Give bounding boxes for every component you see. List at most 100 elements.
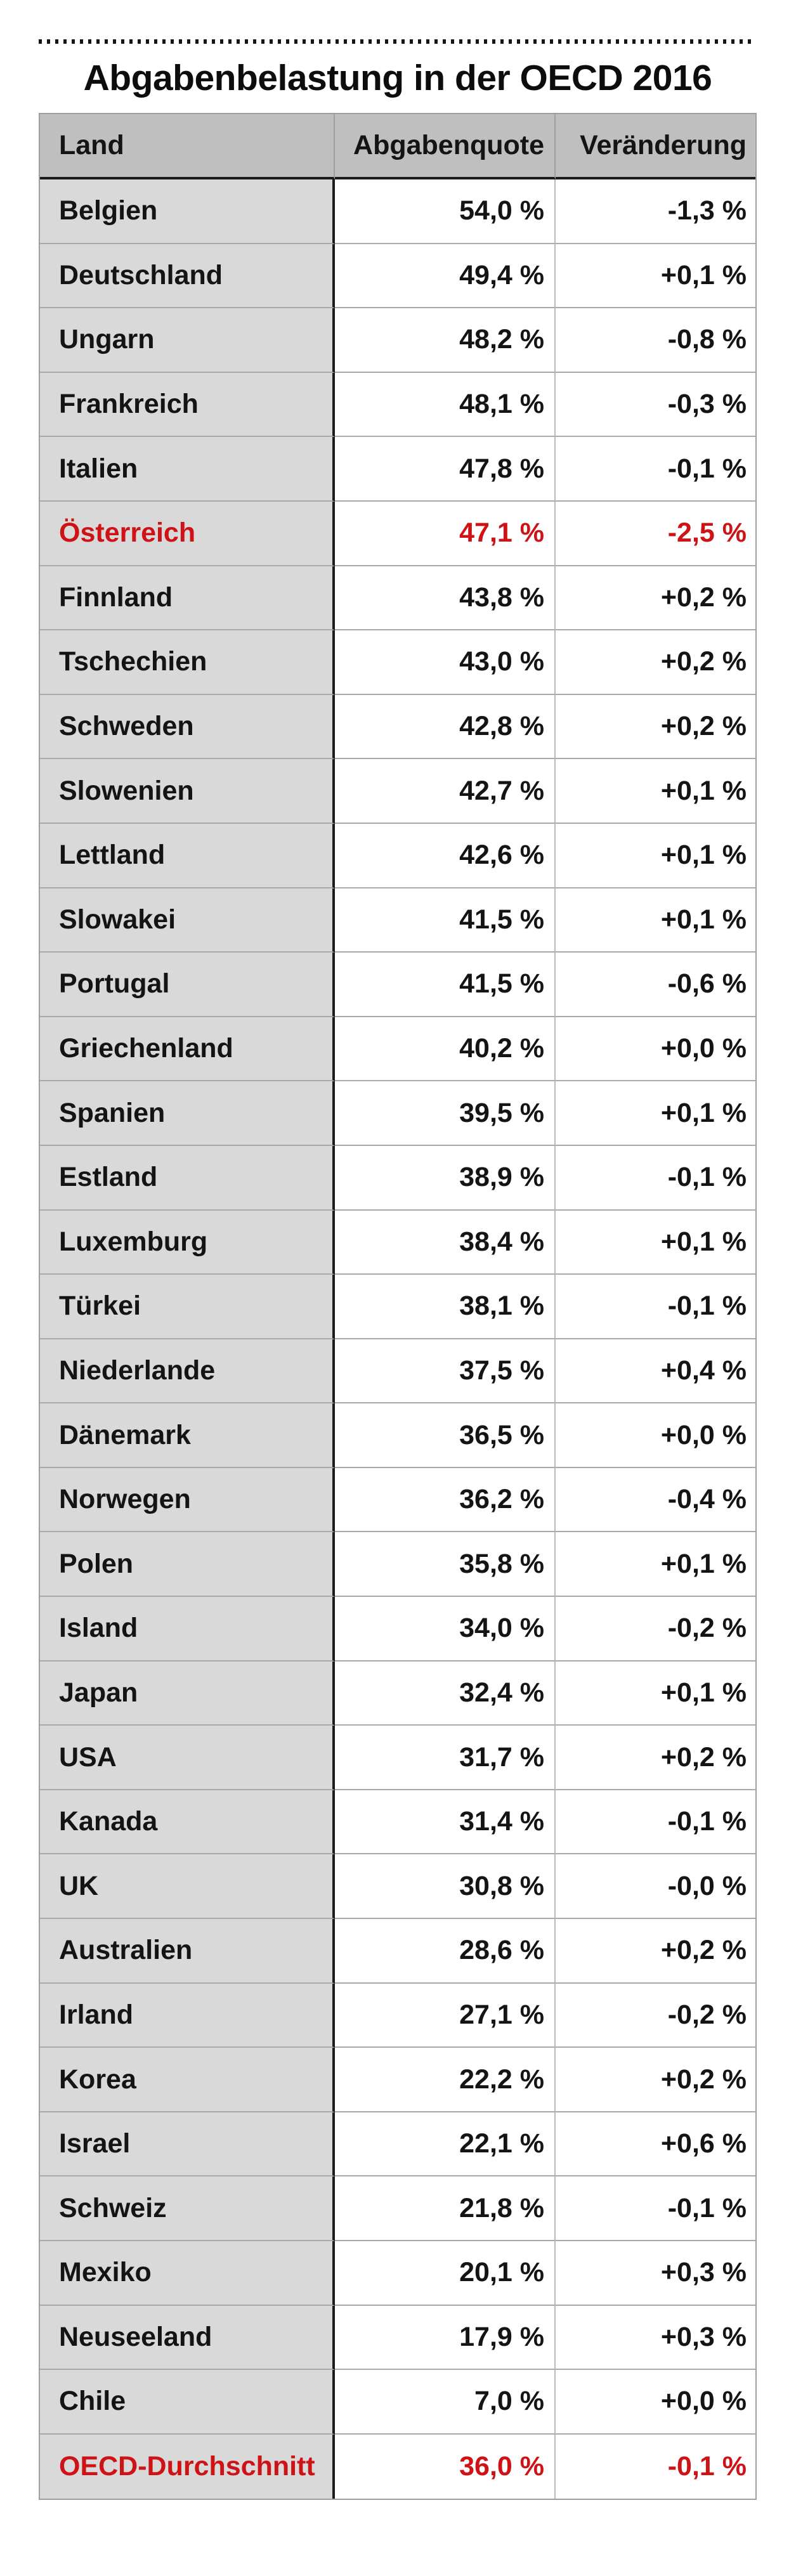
table-row: Estland 38,9 % -0,1 % bbox=[40, 1145, 755, 1211]
change-value: -0,1 % bbox=[556, 1145, 755, 1211]
tax-rate-value: 38,1 % bbox=[335, 1275, 556, 1339]
country-name: Mexiko bbox=[40, 2241, 335, 2306]
country-name: Niederlande bbox=[40, 1339, 335, 1404]
table-row: Schweden 42,8 % +0,2 % bbox=[40, 694, 755, 760]
tax-rate-value: 7,0 % bbox=[335, 2370, 556, 2435]
tax-rate-value: 22,2 % bbox=[335, 2048, 556, 2112]
change-value: -0,4 % bbox=[556, 1467, 755, 1533]
tax-rate-value: 36,0 % bbox=[335, 2434, 556, 2499]
tax-rate-value: 34,0 % bbox=[335, 1597, 556, 1662]
country-name: OECD-Durchschnitt bbox=[40, 2434, 335, 2499]
tax-rate-value: 43,0 % bbox=[335, 630, 556, 695]
country-name: Island bbox=[40, 1597, 335, 1662]
change-value: +0,6 % bbox=[556, 2112, 755, 2177]
country-name: Griechenland bbox=[40, 1017, 335, 1082]
tax-rate-value: 40,2 % bbox=[335, 1017, 556, 1082]
tax-rate-value: 41,5 % bbox=[335, 888, 556, 953]
change-value: +0,1 % bbox=[556, 759, 755, 824]
country-name: Italien bbox=[40, 437, 335, 502]
table-row: Belgien 54,0 % -1,3 % bbox=[40, 179, 755, 244]
country-name: Kanada bbox=[40, 1790, 335, 1855]
country-name: Portugal bbox=[40, 953, 335, 1017]
country-name: Schweiz bbox=[40, 2176, 335, 2241]
table-row: Italien 47,8 % -0,1 % bbox=[40, 437, 755, 502]
change-value: +0,2 % bbox=[556, 566, 755, 631]
table-row: Lettland 42,6 % +0,1 % bbox=[40, 823, 755, 888]
table-row: Neuseeland 17,9 % +0,3 % bbox=[40, 2305, 755, 2371]
change-value: -0,2 % bbox=[556, 1983, 755, 2048]
change-value: +0,4 % bbox=[556, 1339, 755, 1404]
tax-rate-value: 42,6 % bbox=[335, 823, 556, 888]
tax-rate-value: 20,1 % bbox=[335, 2241, 556, 2306]
tax-rate-value: 48,1 % bbox=[335, 372, 556, 438]
change-value: -0,2 % bbox=[556, 1597, 755, 1662]
change-value: +0,1 % bbox=[556, 823, 755, 888]
country-name: USA bbox=[40, 1726, 335, 1790]
change-value: -0,1 % bbox=[556, 1790, 755, 1855]
country-name: Korea bbox=[40, 2048, 335, 2112]
tax-rate-value: 48,2 % bbox=[335, 308, 556, 373]
change-value: +0,2 % bbox=[556, 1726, 755, 1790]
table-row: Dänemark 36,5 % +0,0 % bbox=[40, 1403, 755, 1468]
change-value: +0,1 % bbox=[556, 244, 755, 309]
table-row: Niederlande 37,5 % +0,4 % bbox=[40, 1339, 755, 1404]
country-name: Irland bbox=[40, 1983, 335, 2048]
change-value: +0,2 % bbox=[556, 2048, 755, 2112]
country-name: Frankreich bbox=[40, 372, 335, 438]
country-name: Luxemburg bbox=[40, 1210, 335, 1275]
country-name: Lettland bbox=[40, 823, 335, 888]
country-name: Norwegen bbox=[40, 1467, 335, 1533]
table-row: Mexiko 20,1 % +0,3 % bbox=[40, 2241, 755, 2306]
table-row: UK 30,8 % -0,0 % bbox=[40, 1854, 755, 1920]
country-name: Belgien bbox=[40, 179, 335, 244]
table-row: Finnland 43,8 % +0,2 % bbox=[40, 566, 755, 631]
change-value: +0,1 % bbox=[556, 1210, 755, 1275]
country-name: Tschechien bbox=[40, 630, 335, 695]
change-value: -0,1 % bbox=[556, 437, 755, 502]
column-header-land: Land bbox=[40, 114, 335, 179]
change-value: -0,8 % bbox=[556, 308, 755, 373]
table-row: Japan 32,4 % +0,1 % bbox=[40, 1661, 755, 1726]
table-header-row: Land Abgabenquote Veränderung bbox=[40, 114, 755, 179]
country-name: Australien bbox=[40, 1919, 335, 1984]
table-row: Polen 35,8 % +0,1 % bbox=[40, 1532, 755, 1597]
tax-rate-value: 47,8 % bbox=[335, 437, 556, 502]
country-name: Slowenien bbox=[40, 759, 335, 824]
change-value: +0,2 % bbox=[556, 694, 755, 760]
table-row: Schweiz 21,8 % -0,1 % bbox=[40, 2176, 755, 2241]
country-name: Spanien bbox=[40, 1081, 335, 1146]
change-value: -0,6 % bbox=[556, 953, 755, 1017]
table-row: Korea 22,2 % +0,2 % bbox=[40, 2048, 755, 2112]
country-name: Japan bbox=[40, 1661, 335, 1726]
country-name: Finnland bbox=[40, 566, 335, 631]
table-row: Norwegen 36,2 % -0,4 % bbox=[40, 1467, 755, 1533]
tax-rate-value: 21,8 % bbox=[335, 2176, 556, 2241]
table-row: Österreich 47,1 % -2,5 % bbox=[40, 501, 755, 566]
tax-rate-value: 39,5 % bbox=[335, 1081, 556, 1146]
tax-rate-value: 30,8 % bbox=[335, 1854, 556, 1920]
table-row: Australien 28,6 % +0,2 % bbox=[40, 1919, 755, 1984]
tax-rate-value: 38,9 % bbox=[335, 1145, 556, 1211]
column-header-quote: Abgabenquote bbox=[335, 114, 556, 179]
tax-rate-value: 28,6 % bbox=[335, 1919, 556, 1984]
tax-rate-value: 22,1 % bbox=[335, 2112, 556, 2177]
tax-rate-value: 42,7 % bbox=[335, 759, 556, 824]
change-value: -0,1 % bbox=[556, 2176, 755, 2241]
country-name: Polen bbox=[40, 1532, 335, 1597]
tax-rate-value: 43,8 % bbox=[335, 566, 556, 631]
tax-rate-value: 31,7 % bbox=[335, 1726, 556, 1790]
table-row: Griechenland 40,2 % +0,0 % bbox=[40, 1017, 755, 1082]
country-name: Chile bbox=[40, 2370, 335, 2435]
table-row: Irland 27,1 % -0,2 % bbox=[40, 1983, 755, 2048]
table-row: Chile 7,0 % +0,0 % bbox=[40, 2370, 755, 2435]
tax-rate-value: 35,8 % bbox=[335, 1532, 556, 1597]
tax-rate-value: 27,1 % bbox=[335, 1983, 556, 2048]
country-name: UK bbox=[40, 1854, 335, 1920]
country-name: Neuseeland bbox=[40, 2305, 335, 2371]
oecd-tax-table: Land Abgabenquote Veränderung Belgien 54… bbox=[39, 113, 757, 2501]
change-value: -0,1 % bbox=[556, 2434, 755, 2499]
table-row: Israel 22,1 % +0,6 % bbox=[40, 2112, 755, 2177]
tax-rate-value: 41,5 % bbox=[335, 953, 556, 1017]
table-row: Luxemburg 38,4 % +0,1 % bbox=[40, 1210, 755, 1275]
table-row: Portugal 41,5 % -0,6 % bbox=[40, 953, 755, 1017]
